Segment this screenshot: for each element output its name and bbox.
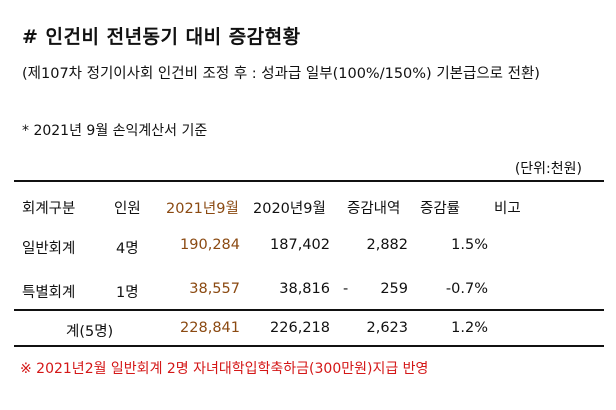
row-headcount: 4명 bbox=[116, 241, 139, 257]
total-previous: 226,218 bbox=[270, 320, 330, 336]
row-category: 일반회계 bbox=[22, 241, 76, 257]
row-category: 특별회계 bbox=[22, 285, 76, 301]
row-rate: -0.7% bbox=[445, 281, 488, 297]
unit-label: (단위:천원) bbox=[514, 161, 582, 177]
total-current: 228,841 bbox=[180, 320, 240, 336]
header-previous: 2020년9월 bbox=[253, 201, 326, 217]
total-rate: 1.2% bbox=[451, 320, 488, 336]
header-headcount: 인원 bbox=[114, 201, 141, 217]
row-change: 2,882 bbox=[366, 237, 408, 253]
header-category: 회계구분 bbox=[22, 201, 76, 217]
subtitle: (제107차 정기이사회 인건비 조정 후 : 성과급 일부(100%/150%… bbox=[22, 66, 540, 82]
row-headcount: 1명 bbox=[116, 285, 139, 301]
page-title: # 인건비 전년동기 대비 증감현황 bbox=[22, 26, 301, 48]
row-previous: 38,816 bbox=[279, 281, 330, 297]
row-rate: 1.5% bbox=[451, 237, 488, 253]
row-change: 259 bbox=[380, 281, 408, 297]
basis-note: * 2021년 9월 손익계산서 기준 bbox=[22, 123, 208, 139]
row-current: 190,284 bbox=[180, 237, 240, 253]
row-current: 38,557 bbox=[189, 281, 240, 297]
total-change: 2,623 bbox=[366, 320, 408, 336]
table-bottom-rule bbox=[14, 345, 604, 347]
row-previous: 187,402 bbox=[270, 237, 330, 253]
header-change: 증감내역 bbox=[347, 201, 401, 217]
footnote: ※ 2021년2월 일반회계 2명 자녀대학입학축하금(300만원)지급 반영 bbox=[20, 361, 429, 377]
header-rate: 증감률 bbox=[420, 201, 461, 217]
total-divider bbox=[14, 309, 604, 311]
total-label: 계(5명) bbox=[66, 324, 114, 340]
row-change-sign: - bbox=[343, 281, 349, 297]
table-top-rule bbox=[14, 180, 604, 182]
header-current: 2021년9월 bbox=[166, 201, 239, 217]
header-remarks: 비고 bbox=[494, 201, 521, 217]
